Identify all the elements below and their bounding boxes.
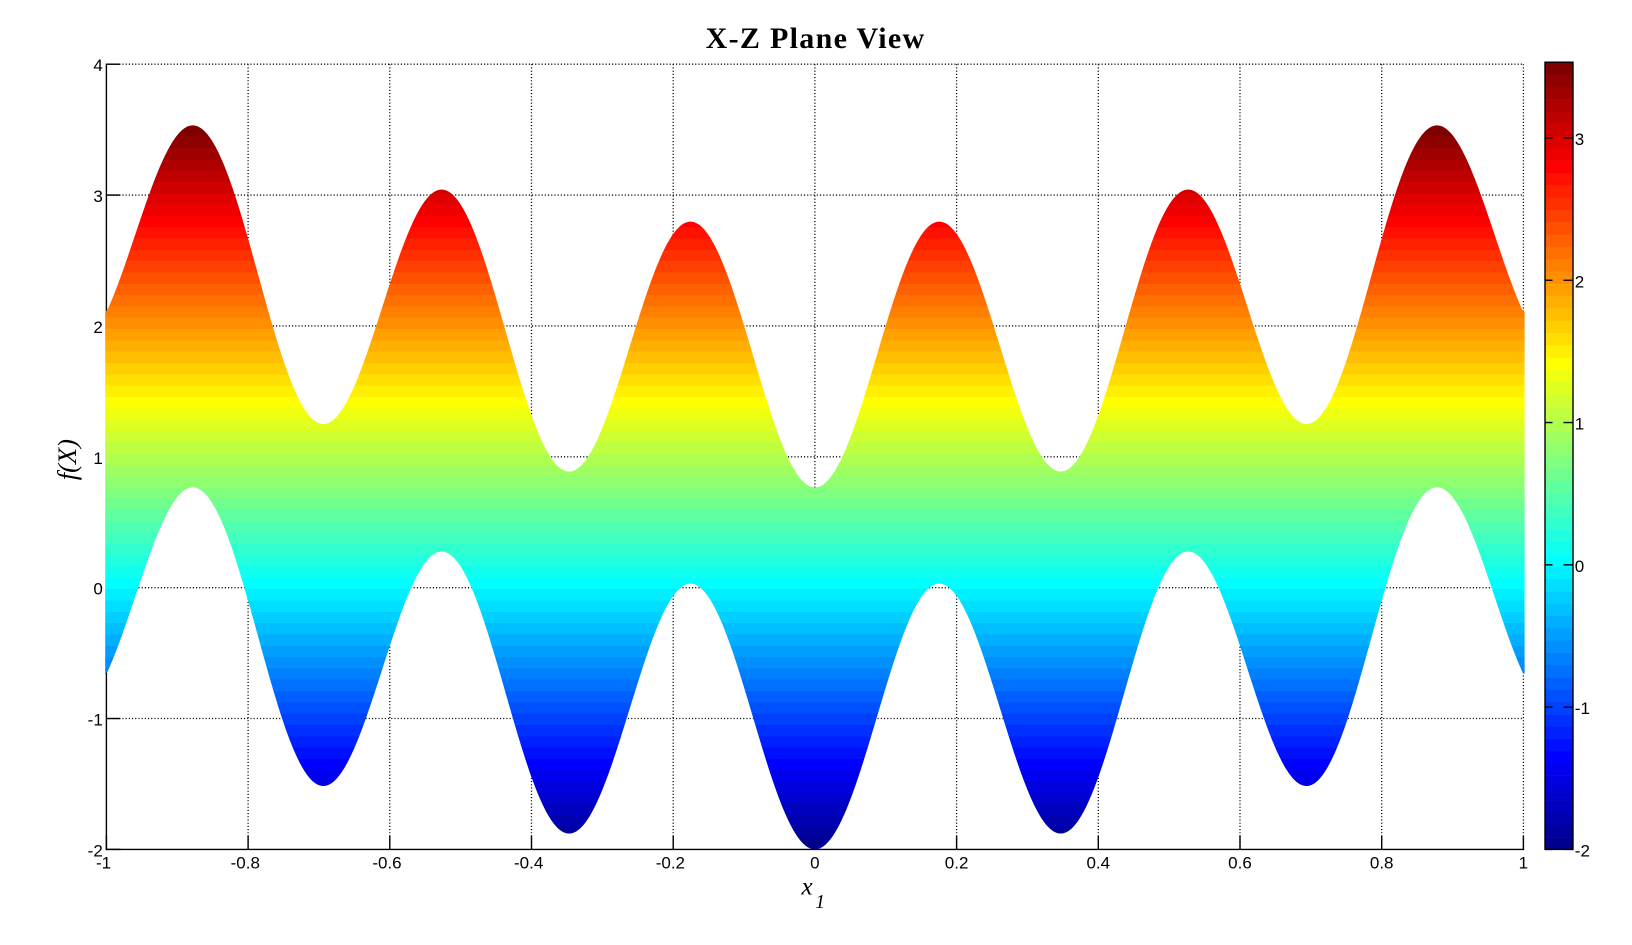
svg-text:-2: -2 [1575,841,1590,860]
svg-text:0: 0 [93,580,102,599]
svg-text:-0.4: -0.4 [514,854,543,873]
svg-text:-2: -2 [88,841,103,860]
svg-text:X-Z Plane View: X-Z Plane View [706,22,926,55]
svg-text:-1: -1 [1575,699,1590,718]
svg-text:-1: -1 [96,854,111,873]
svg-text:3: 3 [1575,130,1584,149]
svg-text:x: x [801,874,813,901]
svg-text:1: 1 [1519,854,1528,873]
svg-text:1: 1 [93,449,102,468]
svg-text:0.4: 0.4 [1086,854,1110,873]
svg-text:2: 2 [1575,272,1584,291]
svg-text:-0.8: -0.8 [231,854,260,873]
svg-text:0.8: 0.8 [1370,854,1394,873]
svg-text:-1: -1 [88,711,103,730]
svg-text:0.6: 0.6 [1228,854,1252,873]
svg-text:0: 0 [810,854,819,873]
svg-text:1: 1 [1575,415,1584,434]
svg-text:3: 3 [93,187,102,206]
svg-text:4: 4 [93,56,102,75]
svg-text:-0.2: -0.2 [656,854,685,873]
svg-text:0: 0 [1575,557,1584,576]
svg-text:f(X): f(X) [52,439,82,480]
svg-text:-0.6: -0.6 [372,854,401,873]
svg-text:1: 1 [815,892,825,913]
svg-text:2: 2 [93,318,102,337]
svg-text:0.2: 0.2 [945,854,969,873]
